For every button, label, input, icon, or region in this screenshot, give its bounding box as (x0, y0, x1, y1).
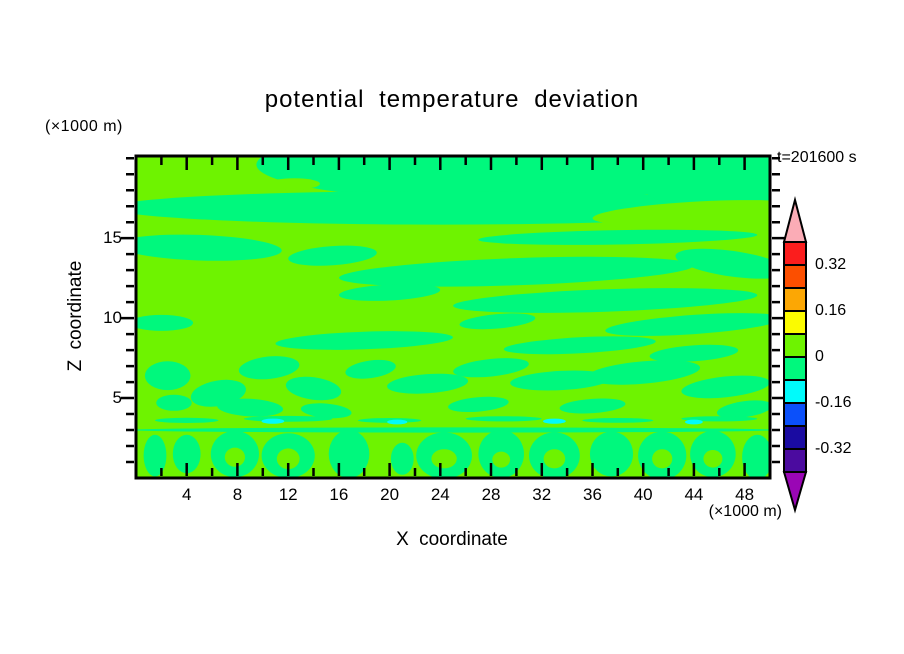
colorbar (782, 196, 808, 514)
x-tick-label: 40 (633, 485, 653, 504)
colorbar-segment (783, 333, 807, 358)
z-tick-label: 10 (103, 308, 122, 328)
x-tick-label: 44 (684, 485, 704, 504)
time-annotation: t=201600 s (777, 149, 857, 166)
colorbar-tick-label: 0 (815, 348, 824, 365)
x-tick-label: 36 (583, 485, 602, 504)
colorbar-segment (783, 264, 807, 289)
colorbar-segment (783, 241, 807, 266)
x-tick-label: 4 (181, 485, 192, 504)
colorbar-tick-label: -0.16 (815, 394, 852, 411)
colorbar-tick-label: 0.32 (815, 256, 847, 273)
x-tick-label: 32 (532, 485, 552, 504)
x-tick-label: 20 (380, 485, 400, 504)
z-tick-label: 5 (112, 388, 122, 408)
x-tick-label: 28 (481, 485, 501, 504)
x-tick-label: 16 (329, 485, 349, 504)
colorbar-under-arrow (782, 471, 808, 514)
contour-field (136, 155, 770, 478)
colorbar-segment (783, 425, 807, 450)
colorbar-segment (783, 379, 807, 404)
colorbar-over-arrow (782, 196, 808, 243)
plot-frame (134, 154, 772, 480)
x-axis-title: X coordinate (396, 529, 508, 550)
colorbar-segment (783, 448, 807, 473)
x-axis-unit-label: (×1000 m) (708, 503, 782, 520)
x-tick-label: 24 (430, 485, 450, 504)
colorbar-tick-label: -0.32 (815, 440, 852, 457)
colorbar-segment (783, 287, 807, 312)
z-tick-label: 15 (103, 228, 122, 248)
axis-ticks (121, 156, 785, 476)
chart-title: potential temperature deviation (264, 86, 640, 113)
colorbar-segment (783, 402, 807, 427)
colorbar-segment (783, 356, 807, 381)
z-axis-unit-label: (×1000 m) (45, 118, 123, 135)
colorbar-segment (783, 310, 807, 335)
colorbar-tick-label: 0.16 (815, 302, 847, 319)
x-tick-label: 8 (232, 485, 243, 504)
x-tick-label: 48 (735, 485, 755, 504)
x-tick-label: 12 (278, 485, 298, 504)
